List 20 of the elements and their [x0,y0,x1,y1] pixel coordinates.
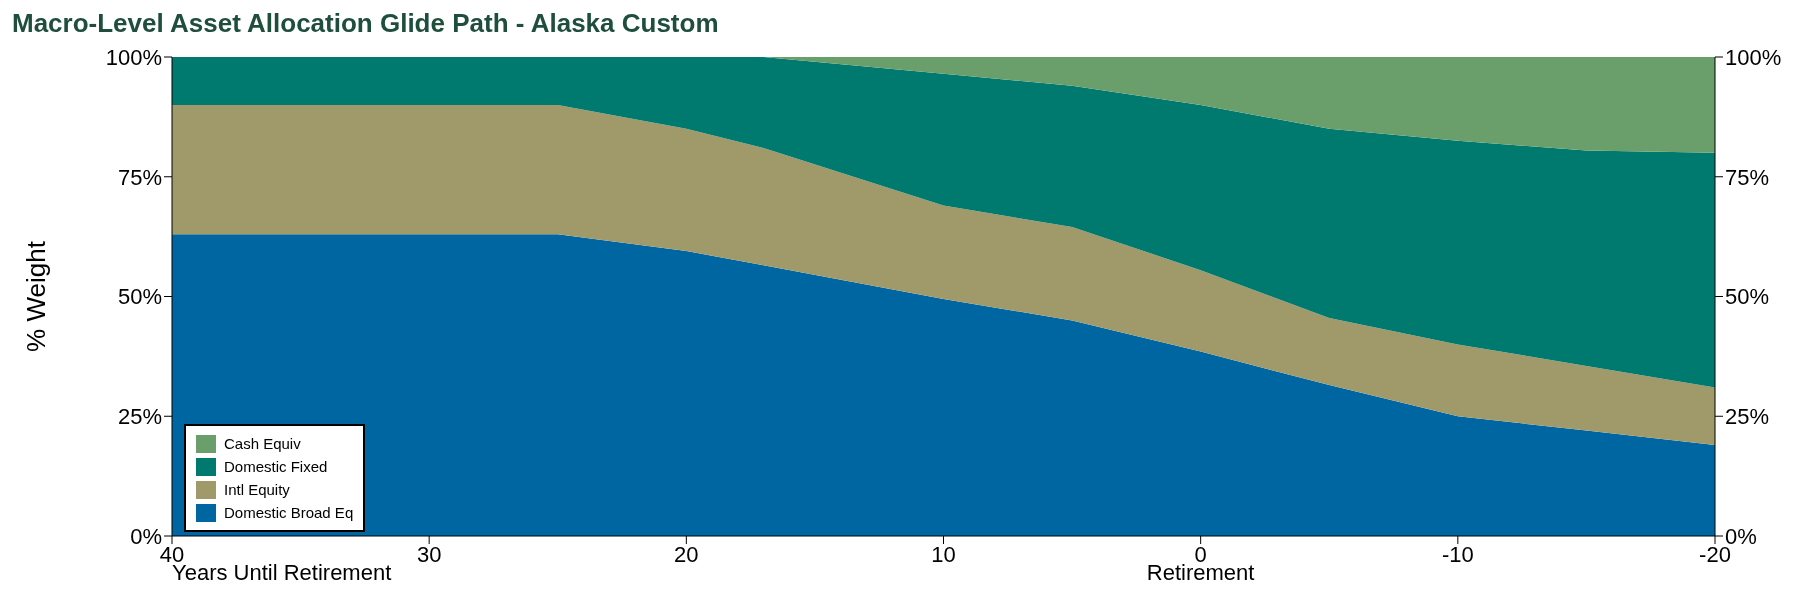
y-tick-label: 25% [117,404,162,430]
x-tick-label: -10 [1441,541,1474,567]
y-tick-label: 100% [105,44,162,70]
y-tick-label: 0% [130,523,162,549]
y2-tick-label: 100% [1725,44,1782,70]
y-tick-label: 75% [117,164,162,190]
y-axis-title: % Weight [21,240,52,352]
x-tick-label: 10 [931,541,956,567]
y2-tick-label: 75% [1725,164,1770,190]
legend-label: Domestic Broad Eq [224,504,354,521]
legend-label: Intl Equity [224,481,290,498]
x-tick-label: 0 [1194,541,1207,567]
legend-label: Cash Equiv [224,435,301,452]
y2-tick-label: 50% [1725,284,1770,310]
legend-label: Domestic Fixed [224,458,328,475]
chart-title: Macro-Level Asset Allocation Glide Path - Alaska Custom [12,8,719,38]
y2-tick-label: 25% [1725,404,1770,430]
x-tick-label: 20 [674,541,699,567]
x-tick-label: 30 [416,541,442,567]
y-tick-label: 50% [117,284,162,310]
